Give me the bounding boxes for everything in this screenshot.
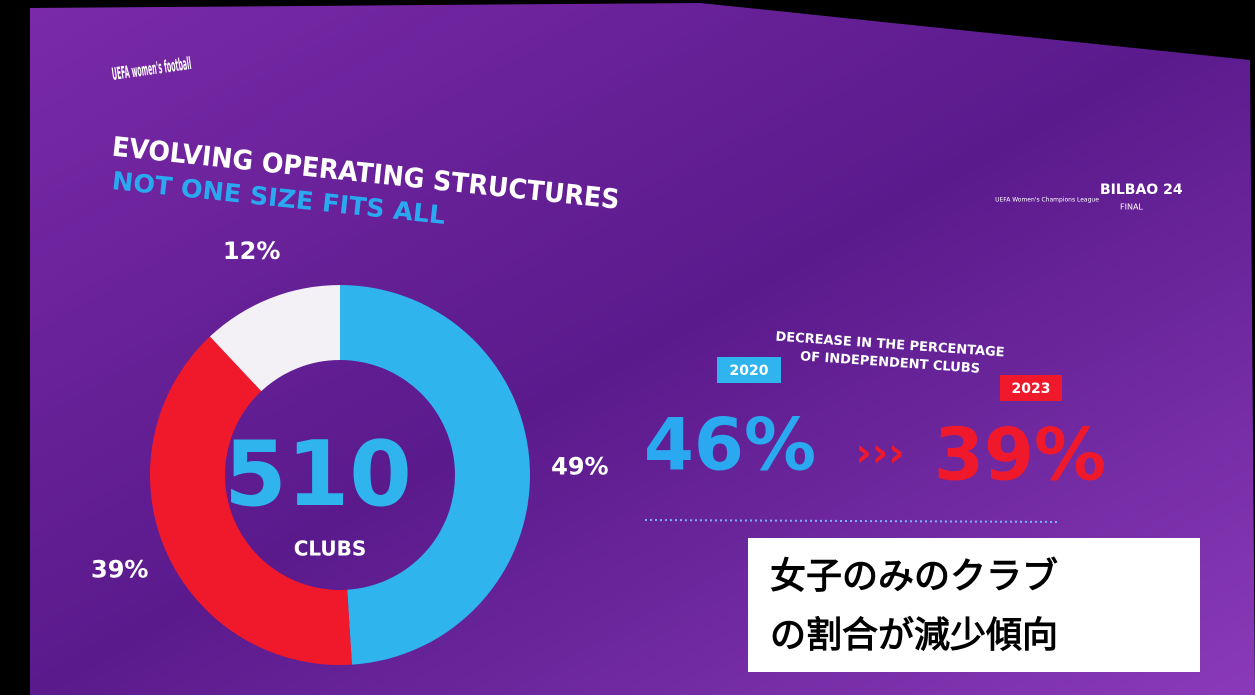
caption-box (748, 538, 1200, 672)
value-label: 39% (91, 555, 148, 583)
year-badge (717, 357, 781, 383)
value-label: 49% (551, 452, 608, 480)
event-name: BILBAO 24 (1100, 182, 1183, 198)
donut-segment (150, 336, 352, 665)
value-from: 46% (644, 403, 816, 487)
value-label: 12% (223, 237, 280, 265)
competition-logo: UEFA Women's Champions League (995, 197, 1099, 204)
caption-line: の割合が減少傾向 (770, 615, 1058, 656)
donut-chart: 49% 39% 12% (91, 237, 609, 665)
year-badge (1000, 375, 1062, 401)
center-label: CLUBS (294, 537, 367, 561)
arrows: ››› (855, 430, 904, 476)
year-to: 2023 (1012, 381, 1051, 397)
donut-segment (209, 285, 340, 392)
center-value: 510 (224, 422, 412, 527)
value-to: 39% (934, 413, 1106, 497)
screen (30, 3, 1255, 695)
event-sub: FINAL (1120, 203, 1143, 212)
year-from: 2020 (730, 363, 769, 379)
donut-segment (340, 285, 530, 665)
caption-line: 女子のみのクラブ (770, 555, 1058, 597)
divider (644, 519, 1061, 523)
